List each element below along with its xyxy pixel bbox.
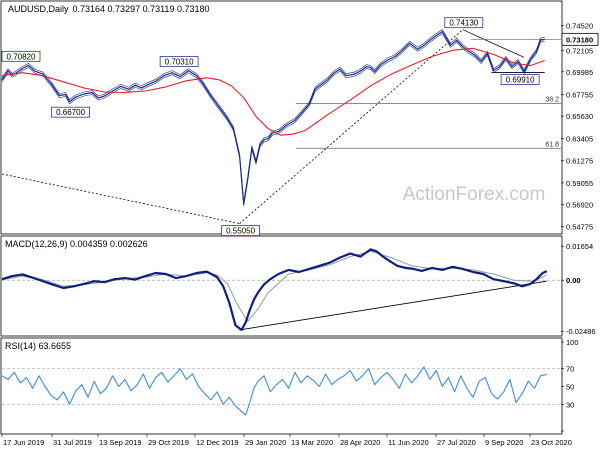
price-annotation-box bbox=[500, 74, 540, 85]
ohlc-values: 0.73164 0.73297 0.73119 0.73180 bbox=[73, 4, 210, 14]
price-annotation-label: 0.70310 bbox=[165, 58, 194, 67]
price-header: AUDUSD,Daily 0.73164 0.73297 0.73119 0.73… bbox=[8, 4, 209, 14]
price-axis-tick-label: 0.69985 bbox=[566, 68, 593, 77]
macd-axis-tick-label: 0.01654 bbox=[566, 242, 593, 251]
macd-line bbox=[1, 248, 548, 331]
rsi-panel-frame bbox=[0, 337, 563, 435]
price-annotation-box bbox=[444, 17, 484, 29]
price-plot: 38.2 61.8 0.70820 0.66700 0.70310 0.55050 0.74… bbox=[1, 17, 561, 236]
macd-panel-frame bbox=[0, 235, 563, 337]
price-panel-frame bbox=[0, 0, 563, 235]
macd-trendline bbox=[239, 280, 547, 331]
x-axis-tick-label: 17 Jun 2019 bbox=[3, 438, 44, 447]
x-axis-tick-label: 23 Oct 2020 bbox=[531, 438, 572, 447]
price-annotation-label: 0.69910 bbox=[506, 76, 535, 85]
price-axis-tick-label: 0.67755 bbox=[566, 90, 593, 99]
x-axis-tick-label: 27 Jul 2020 bbox=[437, 438, 476, 447]
price-axis-tick-label: 0.72105 bbox=[566, 46, 593, 55]
last-price-box bbox=[561, 32, 599, 46]
rsi-axis-tick-label: 50 bbox=[566, 383, 574, 392]
x-axis-tick-label: 12 Dec 2019 bbox=[196, 438, 239, 447]
price-annotation-label: 0.74130 bbox=[449, 19, 478, 28]
price-annotation-box bbox=[159, 56, 199, 67]
rsi-axis-tick-label: 70 bbox=[566, 365, 574, 374]
x-axis-tick-label: 9 Sep 2020 bbox=[485, 438, 523, 447]
rsi-axis-tick-label: 30 bbox=[566, 400, 574, 409]
price-axis-tick-label: 0.63405 bbox=[566, 135, 593, 144]
price-axis-tick-label: 0.74520 bbox=[566, 22, 593, 31]
price-annotation-box bbox=[51, 106, 90, 118]
fib-level-label: 38.2 bbox=[545, 96, 559, 103]
price-low-line bbox=[1, 33, 545, 207]
price-axis-tick-label: 0.61275 bbox=[566, 156, 593, 165]
fib-level-label: 61.8 bbox=[545, 141, 559, 148]
rising-trendline bbox=[239, 29, 464, 224]
rsi-header: RSI(14) 63.6655 bbox=[5, 341, 71, 351]
macd-header: MACD(12,26,9) 0.004359 0.002626 bbox=[5, 239, 148, 249]
x-axis-tick-label: 13 Sep 2019 bbox=[99, 438, 142, 447]
x-axis-tick-label: 11 Jun 2020 bbox=[388, 438, 429, 447]
macd-plot bbox=[1, 248, 561, 331]
moving-average-line bbox=[1, 47, 545, 136]
macd-axis-tick-label: -0.02486 bbox=[566, 327, 596, 336]
price-annotation-label: 0.55050 bbox=[226, 227, 255, 236]
price-annotation-label: 0.70820 bbox=[7, 52, 36, 61]
price-axis-tick-label: 0.65630 bbox=[566, 112, 593, 121]
falling-trendline bbox=[462, 29, 525, 58]
price-annotation-box bbox=[221, 225, 260, 236]
x-axis-tick-label: 28 Apr 2020 bbox=[340, 438, 380, 447]
x-axis-tick-label: 29 Oct 2019 bbox=[148, 438, 189, 447]
axis-labels: 0.74520 0.72105 0.69985 0.67755 0.65630 0.634… bbox=[1, 22, 599, 447]
x-axis-tick-label: 13 Mar 2020 bbox=[291, 438, 333, 447]
watermark-text: ActionForex.com bbox=[403, 184, 546, 205]
rsi-plot bbox=[1, 366, 561, 416]
price-axis-tick-label: 0.54775 bbox=[566, 222, 593, 231]
rsi-axis-tick-label: 100 bbox=[566, 338, 579, 347]
x-axis-tick-label: 31 Jul 2019 bbox=[53, 438, 92, 447]
price-high-line bbox=[1, 29, 545, 202]
rsi-line bbox=[1, 366, 547, 416]
price-axis-tick-label: 0.56920 bbox=[566, 201, 593, 210]
symbol-label: AUDUSD,Daily bbox=[8, 4, 69, 14]
price-axis-tick-label: 0.59055 bbox=[566, 179, 593, 188]
x-axis-tick-label: 29 Jan 2020 bbox=[245, 438, 286, 447]
price-annotation-box bbox=[1, 50, 41, 62]
last-price-label: 0.73180 bbox=[566, 35, 593, 44]
macd-axis-tick-label: 0.00 bbox=[566, 276, 581, 285]
price-annotation-label: 0.66700 bbox=[56, 108, 85, 117]
long-support-line bbox=[1, 173, 240, 224]
